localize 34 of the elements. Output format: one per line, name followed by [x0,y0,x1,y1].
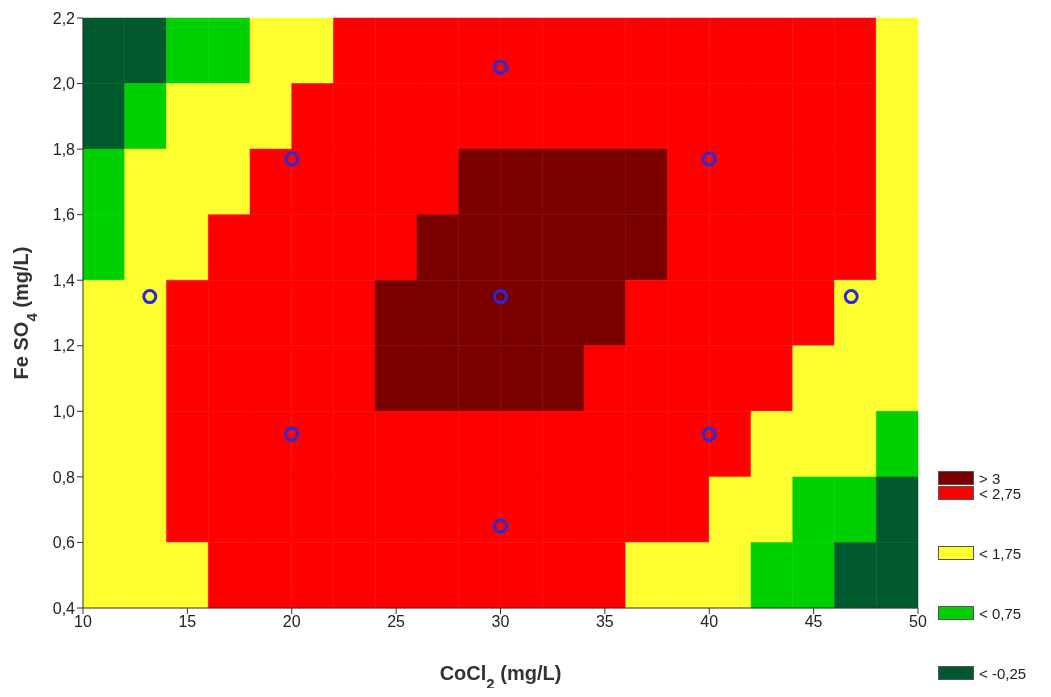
x-tick-label: 45 [804,613,823,631]
y-tick-label: 0,6 [52,534,76,552]
x-axis-title: CoCl$_{2}$ (mg/L) [439,662,562,692]
point [284,151,300,167]
color-bar-label: < -0,25 [979,664,1027,682]
point [493,289,508,305]
x-tick-label: 35 [595,613,614,631]
x-tick-label: 50 [909,613,927,631]
y-tick-label: 0,4 [52,599,76,617]
point [701,151,717,167]
y-tick-label: 1,0 [52,403,76,421]
color-bar-label: > 3 [979,469,1001,487]
y-tick-label: 1,6 [52,206,76,224]
x-tick-label: 15 [178,613,197,631]
x-tick-label: 30 [491,613,510,631]
point [142,289,158,305]
point [284,426,300,442]
y-tick-label: 1,8 [52,140,76,158]
x-tick-label: 40 [700,613,719,631]
x-tick-label: 25 [387,613,406,631]
y-tick-label: 0,8 [52,468,76,486]
y-tick-label: 1,4 [52,271,76,289]
color-bar-label: < 0,75 [979,604,1022,622]
y-tick-label: 2,2 [52,9,76,27]
point [843,289,859,305]
color-bar-label: < 1,75 [979,544,1022,562]
x-tick-label: 10 [74,613,92,631]
point [493,518,508,534]
point [701,426,717,442]
point [493,59,508,75]
y-tick-label: 1,2 [52,337,76,355]
color-bar-label: < 2,75 [979,484,1022,502]
y-tick-label: 2,0 [52,75,76,93]
x-tick-label: 20 [282,613,301,631]
